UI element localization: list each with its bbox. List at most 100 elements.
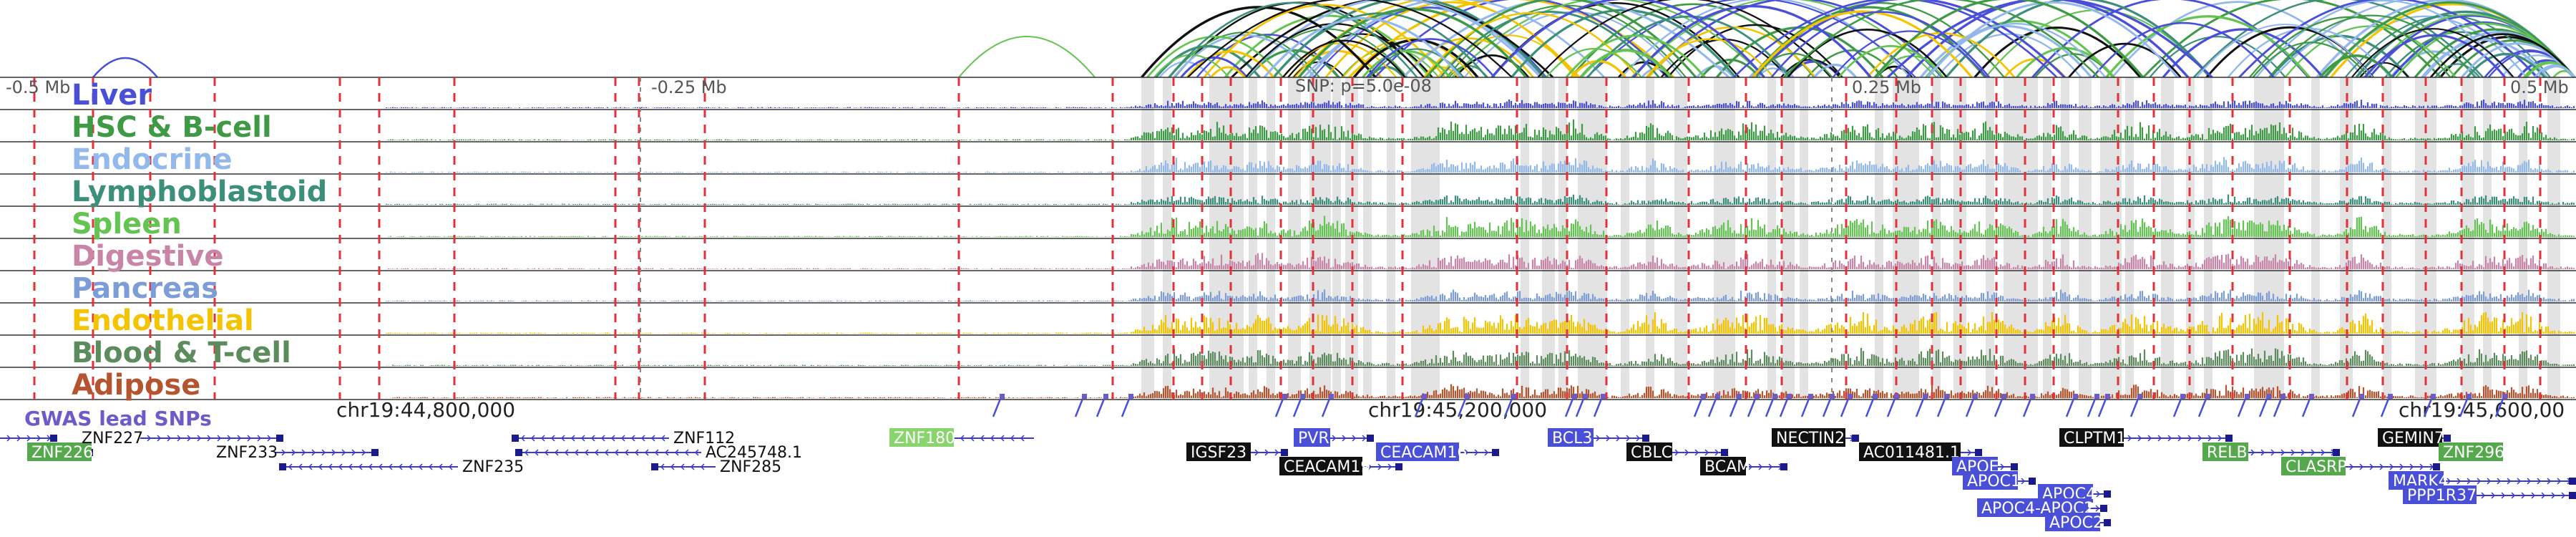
track-label-hsc-b-cell[interactable]: HSC & B-cell	[72, 111, 272, 144]
gene-label-box	[1548, 428, 1594, 447]
gene-label-box	[1772, 428, 1845, 447]
scale-label-mid-right: 0.25 Mb	[1852, 77, 1921, 97]
gwas-snp-marker	[1103, 394, 1108, 399]
gene-apoc2[interactable]: APOC2	[2045, 513, 2111, 532]
coordinate-label-1: chr19:44,800,000	[336, 398, 515, 422]
interaction-arc	[1565, 34, 1706, 78]
gene-ceacam16[interactable]: CEACAM16	[1376, 442, 1499, 462]
interaction-arc	[1813, 64, 1857, 79]
interaction-arc	[1231, 0, 1554, 78]
gene-label-box	[2202, 442, 2248, 461]
track-label-digestive[interactable]: Digestive	[72, 240, 224, 273]
interaction-arc	[1491, 0, 1765, 79]
gene-znf112[interactable]: ZNF112	[512, 430, 735, 448]
gwas-snp-marker	[1572, 394, 1577, 399]
gene-znf296[interactable]: ZNF296	[2439, 442, 2504, 462]
interaction-arc	[1369, 48, 1465, 78]
gene-ceacam19[interactable]: CEACAM19	[1279, 457, 1402, 476]
gene-label: APOC2	[2049, 514, 2103, 532]
gene-label: ZNF285	[720, 458, 781, 476]
interaction-arc	[92, 57, 158, 78]
gwas-snp-marker	[2431, 394, 2436, 399]
gene-label-box	[1859, 442, 1961, 461]
gene-apoe[interactable]: APOE	[1952, 457, 2018, 476]
gene-label: PPP1R37	[2407, 487, 2477, 505]
interaction-arc	[2142, 0, 2442, 79]
track-label-adipose[interactable]: Adipose	[72, 369, 200, 402]
interaction-arc	[1580, 49, 1672, 79]
interaction-arc	[1210, 66, 1246, 78]
gwas-snp-marker	[1873, 394, 1878, 399]
gwas-snp-marker	[1329, 394, 1334, 399]
signal-2	[385, 157, 2575, 173]
gwas-snp-marker	[1715, 394, 1720, 399]
gene-znf226[interactable]: ZNF226	[27, 442, 93, 462]
gene-label: CEACAM19	[1284, 458, 1370, 476]
interaction-arc	[2344, 15, 2551, 78]
scale-label-right: 0.5 Mb	[2510, 77, 2569, 97]
interaction-arc	[1631, 0, 1937, 78]
gene-label: ZNF227	[82, 430, 143, 448]
gene-label: ZNF112	[673, 430, 735, 448]
interaction-arc	[1158, 61, 1212, 78]
track-label-pancreas[interactable]: Pancreas	[72, 272, 218, 305]
signal-8	[385, 347, 2575, 366]
track-separators	[0, 77, 2576, 400]
track-label-endothelial[interactable]: Endothelial	[72, 304, 254, 337]
gene-gemin7[interactable]: GEMIN7	[2378, 428, 2451, 448]
gene-znf285[interactable]: ZNF285	[651, 458, 781, 476]
gene-znf180[interactable]: ZNF180	[889, 428, 1034, 448]
interaction-arc	[2149, 36, 2286, 78]
gene-clptm1[interactable]: CLPTM1	[2059, 428, 2233, 448]
gene-pvr[interactable]: PVR	[1294, 428, 1374, 448]
scale-label-left: -0.5 Mb	[6, 77, 70, 97]
gene-apoc1[interactable]: APOC1	[1963, 471, 2036, 490]
gene-nectin2[interactable]: NECTIN2	[1772, 428, 1859, 448]
track-label-liver[interactable]: Liver	[72, 79, 152, 112]
gene-znf235[interactable]: ZNF235	[279, 458, 524, 476]
gene-clasrp[interactable]: CLASRP	[2281, 457, 2440, 476]
gwas-snp-marker	[1583, 394, 1588, 399]
gene-bcam[interactable]: BCAM	[1700, 457, 1787, 476]
gene-label: RELB	[2207, 444, 2248, 462]
gene-znf233[interactable]: ZNF233	[216, 444, 379, 462]
gwas-snp-marker	[2388, 394, 2393, 399]
gwas-snp-marker	[1755, 394, 1760, 399]
chromatin-interaction-arcs	[92, 0, 2576, 79]
gwas-snp-marker	[1128, 394, 1133, 399]
gene-label: BCL3	[1552, 430, 1592, 448]
gene-label: ZNF180	[894, 430, 955, 448]
gene-igsf23[interactable]: IGSF23	[1186, 442, 1288, 462]
interaction-arc	[2196, 24, 2373, 78]
signal-4	[387, 216, 2575, 237]
gene-znf227[interactable]: ZNF227	[82, 430, 283, 448]
gene-annotation-track: F234ZNF226ZNF227 ZNF233 ZNF235 ZNF112AC2457…	[0, 428, 2576, 532]
gwas-snp-marker	[1082, 394, 1087, 399]
gene-ac011481-1[interactable]: AC011481.1	[1859, 442, 1982, 462]
gene-ppp1r37[interactable]: PPP1R37	[2403, 485, 2576, 505]
gene-relb[interactable]: RELB	[2202, 442, 2340, 462]
gene-ac245748-1[interactable]: AC245748.1	[515, 444, 802, 462]
track-label-lymphoblastoid[interactable]: Lymphoblastoid	[72, 175, 327, 208]
gwas-snp-marker	[1000, 394, 1005, 399]
gwas-snp-marker	[2467, 394, 2472, 399]
gene-label-box	[1376, 442, 1459, 461]
interaction-arc	[1832, 30, 1988, 78]
track-label-spleen[interactable]: Spleen	[72, 208, 182, 241]
gwas-snp-marker	[2245, 394, 2250, 399]
interaction-arc	[1838, 45, 1944, 78]
gene-bcl3[interactable]: BCL3	[1548, 428, 1649, 448]
gwas-snp-marker	[1787, 394, 1792, 399]
interaction-arc	[958, 36, 1096, 78]
interaction-arc	[1440, 11, 1660, 78]
gene-cblc[interactable]: CBLC	[1626, 442, 1728, 462]
interaction-arc	[1945, 0, 2212, 79]
track-label-blood-t-cell[interactable]: Blood & T-cell	[72, 337, 291, 369]
gene-f234[interactable]: F234	[0, 430, 57, 448]
gwas-snp-marker	[2001, 394, 2006, 399]
gwas-snp-marker	[1830, 394, 1835, 399]
track-label-endocrine[interactable]: Endocrine	[72, 143, 233, 176]
interaction-arc	[1324, 1, 1577, 78]
interaction-arc	[1423, 12, 1639, 78]
